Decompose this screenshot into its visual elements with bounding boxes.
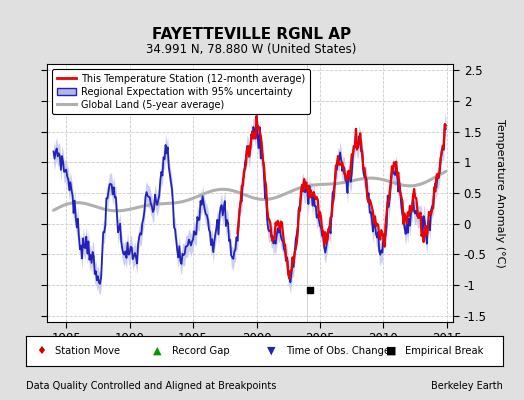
Legend: This Temperature Station (12-month average), Regional Expectation with 95% uncer: This Temperature Station (12-month avera…: [52, 69, 310, 114]
Text: Empirical Break: Empirical Break: [405, 346, 484, 356]
Text: FAYETTEVILLE RGNL AP: FAYETTEVILLE RGNL AP: [152, 27, 351, 42]
Text: ■: ■: [386, 346, 397, 356]
Text: Time of Obs. Change: Time of Obs. Change: [286, 346, 390, 356]
Text: Station Move: Station Move: [55, 346, 120, 356]
Text: 34.991 N, 78.880 W (United States): 34.991 N, 78.880 W (United States): [146, 43, 357, 56]
Text: ♦: ♦: [36, 346, 46, 356]
Text: Record Gap: Record Gap: [172, 346, 230, 356]
Text: Data Quality Controlled and Aligned at Breakpoints: Data Quality Controlled and Aligned at B…: [26, 381, 277, 391]
Text: Berkeley Earth: Berkeley Earth: [431, 381, 503, 391]
Text: ▼: ▼: [267, 346, 276, 356]
Y-axis label: Temperature Anomaly (°C): Temperature Anomaly (°C): [495, 119, 505, 267]
Text: ▲: ▲: [152, 346, 161, 356]
